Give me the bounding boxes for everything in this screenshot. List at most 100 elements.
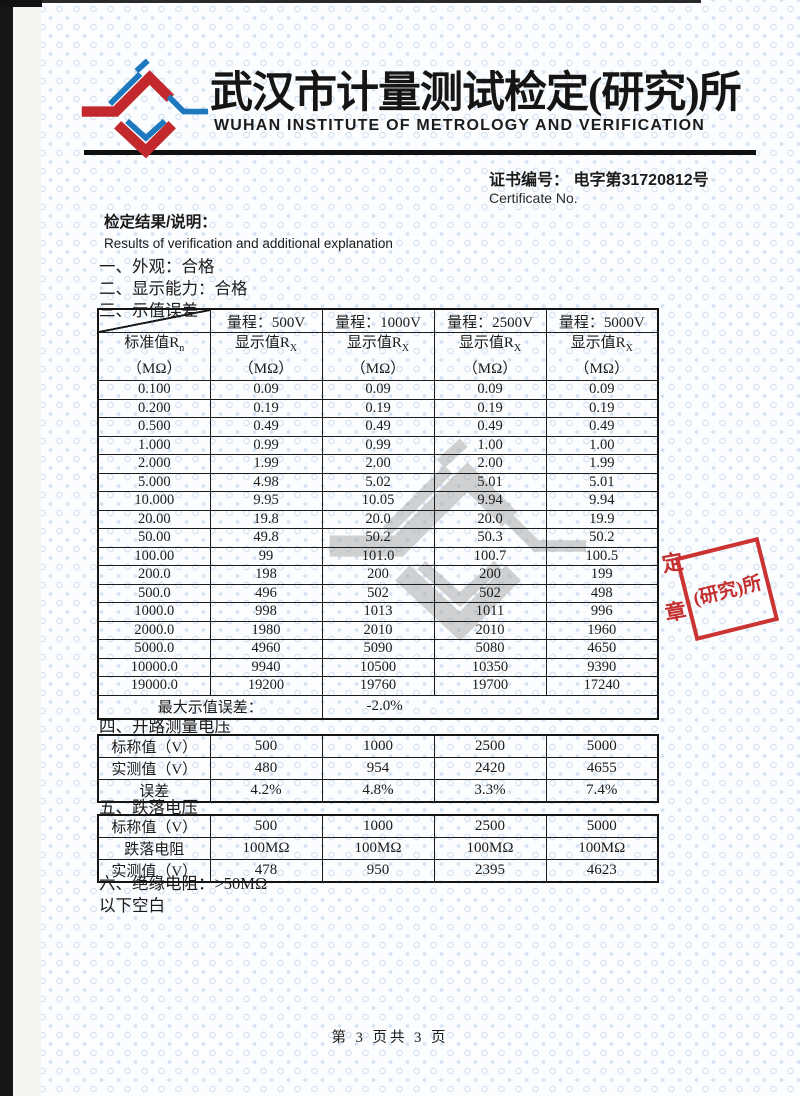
org-title-cn: 武汉市计量测试检定(研究)所 [210, 70, 742, 117]
table-cell: 100MΩ [321, 837, 435, 860]
table-cell: 19000.0 [97, 676, 211, 696]
table-cell: 101.0 [321, 546, 435, 566]
table-cell: 0.19 [433, 398, 547, 418]
table-cell: 0.49 [545, 417, 659, 437]
table-cell: 49.8 [209, 528, 323, 548]
table-row: 2000.0 1980 2010 2010 1960 [97, 620, 659, 640]
table-cell: 5000.0 [97, 639, 211, 659]
table-row: 跌落电阻 100MΩ 100MΩ 100MΩ 100MΩ [97, 837, 659, 860]
open-circuit-voltage-table: 标称值（V） 500 1000 2500 5000 实测值（V） 480 954 2420 465… [97, 734, 659, 803]
indication-error-table-foot: 最大示值误差： -2.0% [97, 694, 659, 719]
table-cell: 950 [321, 859, 435, 883]
table-row: 5000.0 4960 5090 5080 4650 [97, 639, 659, 659]
scan-edge-top [13, 0, 701, 3]
table-cell: 0.49 [321, 417, 435, 437]
table-cell: 0.19 [209, 398, 323, 418]
table-cell: 1.00 [545, 435, 659, 455]
table-cell: 0.09 [545, 380, 659, 400]
table-cell: 4655 [545, 757, 659, 780]
table-cell: 500 [209, 734, 323, 758]
table-cell: 0.09 [321, 380, 435, 400]
table-cell: 2.00 [433, 454, 547, 474]
certificate-number-label: 证书编号： [489, 172, 570, 189]
table-row: 200.0 198 200 200 199 [97, 565, 659, 585]
table-cell: 996 [545, 602, 659, 622]
table-cell: 2395 [433, 859, 547, 883]
disp-value-header: 显示值RX （MΩ） [433, 332, 547, 381]
table-cell: 5.000 [97, 472, 211, 492]
scan-corner-artifact [0, 0, 42, 7]
table-cell: 标称值（V） [97, 814, 211, 838]
table-cell: 跌落电阻 [97, 837, 211, 860]
table-row: 19000.0 19200 19760 19700 17240 [97, 676, 659, 696]
table-row: 5.000 4.98 5.02 5.01 5.01 [97, 472, 659, 492]
table-cell: 50.2 [321, 528, 435, 548]
org-title-en: WUHAN INSTITUTE OF METROLOGY AND VERIFIC… [214, 117, 706, 134]
certificate-number-value: 电字第31720812号 [573, 172, 709, 189]
table-row: 20.00 19.8 20.0 20.0 19.9 [97, 509, 659, 529]
open-circuit-voltage-table-body: 标称值（V） 500 1000 2500 5000 实测值（V） 480 954 2420 465… [97, 734, 659, 803]
table-cell: 500 [209, 814, 323, 838]
table-cell: 0.500 [97, 417, 211, 437]
table-cell: 5000 [545, 734, 659, 758]
table-cell: 误差 [97, 779, 211, 803]
results-title: 检定结果/说明： [104, 214, 217, 231]
disp-value-header: 显示值RX （MΩ） [321, 332, 435, 381]
table-row: 10000.0 9940 10500 10350 9390 [97, 657, 659, 677]
section5-title: 五、跌落电压 [99, 798, 198, 817]
table-row: 标称值（V） 500 1000 2500 5000 [97, 734, 659, 758]
table-cell: 0.09 [209, 380, 323, 400]
range-header: 量程：2500V [433, 308, 547, 333]
table-cell: 20.0 [321, 509, 435, 529]
table-cell: 2500 [433, 814, 547, 838]
table-row: 1.000 0.99 0.99 1.00 1.00 [97, 435, 659, 455]
indication-error-table-body: 0.100 0.09 0.09 0.09 0.09 0.200 0.19 0.19 0.19 0.… [97, 380, 659, 696]
corner-diagonal-cell [97, 308, 211, 333]
table-cell: 954 [321, 757, 435, 780]
table-cell: 19.8 [209, 509, 323, 529]
table-cell: 2500 [433, 734, 547, 758]
table-cell: 4.8% [321, 779, 435, 803]
table-cell: 478 [209, 859, 323, 883]
section4-title: 四、开路测量电压 [99, 717, 231, 736]
table-cell: 5.02 [321, 472, 435, 492]
table-cell: 1000.0 [97, 602, 211, 622]
table-cell: 0.09 [433, 380, 547, 400]
table-cell: 1000 [321, 734, 435, 758]
table-cell: 2000.0 [97, 620, 211, 640]
table-cell: 100.00 [97, 546, 211, 566]
indication-error-table-head: 量程：500V 量程：1000V 量程：2500V 量程：5000V 标准值Rn… [97, 308, 659, 381]
results-subtitle-en: Results of verification and additional e… [104, 236, 393, 251]
table-cell: 0.99 [321, 435, 435, 455]
table-row: 0.100 0.09 0.09 0.09 0.09 [97, 380, 659, 400]
table-cell: 4.2% [209, 779, 323, 803]
table-cell: 5.01 [545, 472, 659, 492]
result-item-appearance: 一、外观：合格 [99, 257, 215, 276]
table-cell: 9.94 [545, 491, 659, 511]
blank-below-note: 以下空白 [99, 896, 165, 915]
table-cell: 496 [209, 583, 323, 603]
table-cell: 2.00 [321, 454, 435, 474]
drop-voltage-table-body: 标称值（V） 500 1000 2500 5000 跌落电阻 100MΩ 100MΩ 100MΩ… [97, 814, 659, 883]
table-cell: 50.00 [97, 528, 211, 548]
table-row: 500.0 496 502 502 498 [97, 583, 659, 603]
table-cell: 19.9 [545, 509, 659, 529]
table-row: 0.200 0.19 0.19 0.19 0.19 [97, 398, 659, 418]
table-cell: 0.100 [97, 380, 211, 400]
table-cell: 1.99 [209, 454, 323, 474]
table-row: 100.00 99 101.0 100.7 100.5 [97, 546, 659, 566]
table-row: 50.00 49.8 50.2 50.3 50.2 [97, 528, 659, 548]
table-row: 最大示值误差： -2.0% [97, 694, 659, 719]
table-cell: 3.3% [433, 779, 547, 803]
table-cell: 10.05 [321, 491, 435, 511]
table-cell: 502 [433, 583, 547, 603]
stamp-text-main: (研究)所 [691, 572, 764, 610]
table-cell: 实测值（V） [97, 859, 211, 883]
table-cell: 4650 [545, 639, 659, 659]
certificate-number-label-en: Certificate No. [489, 190, 578, 206]
disp-value-header: 显示值RX （MΩ） [545, 332, 659, 381]
table-cell: 9.94 [433, 491, 547, 511]
table-cell: 0.19 [321, 398, 435, 418]
table-row: 误差 4.2% 4.8% 3.3% 7.4% [97, 779, 659, 803]
table-cell: 0.49 [433, 417, 547, 437]
